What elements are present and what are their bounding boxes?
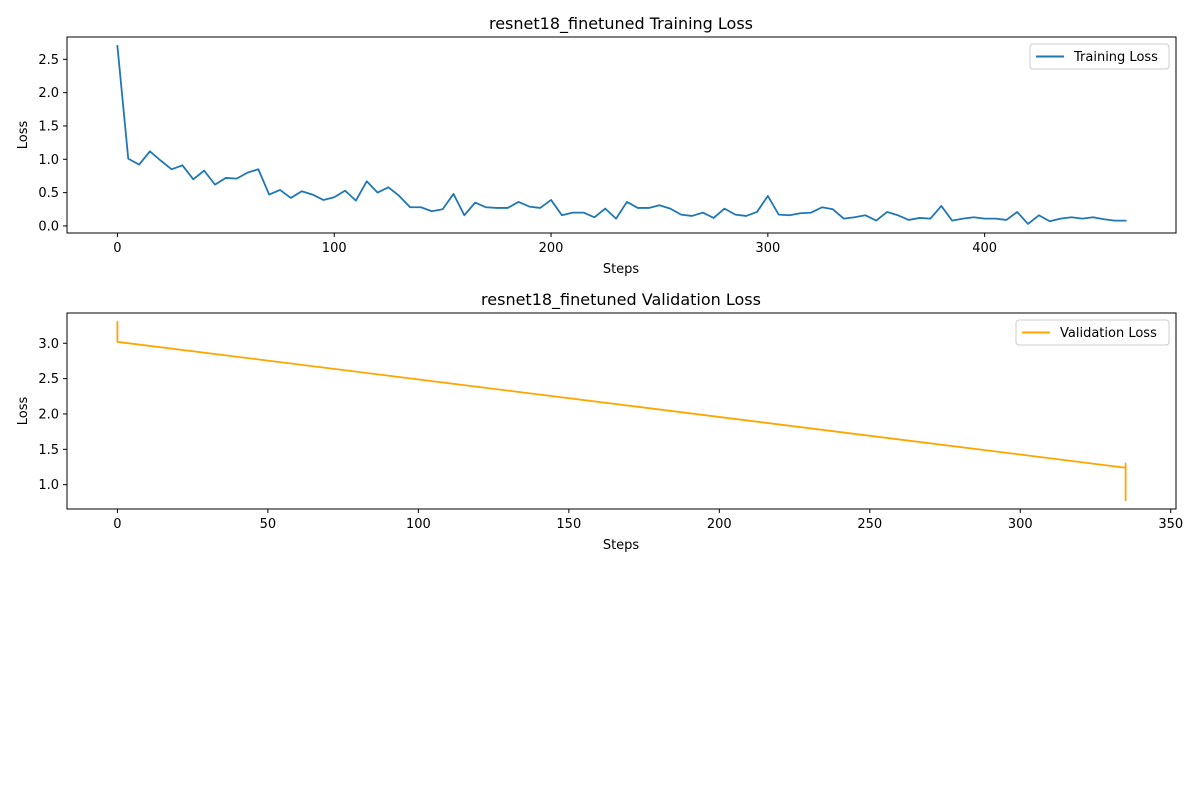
training-y-tick-label: 1.0: [38, 153, 59, 168]
validation-x-tick-label: 0: [113, 517, 121, 532]
training-y-axis-label: Loss: [16, 121, 31, 150]
training-y-tick-label: 0.0: [38, 219, 59, 234]
validation-legend-label: Validation Loss: [1060, 326, 1157, 341]
validation-y-axis-label: Loss: [16, 397, 31, 426]
validation-x-tick-label: 100: [406, 517, 431, 532]
validation-y-tick-label: 2.0: [38, 407, 59, 422]
validation-loss-line: [116, 321, 1127, 502]
validation-x-tick-label: 150: [556, 517, 581, 532]
training-x-tick-label: 0: [113, 241, 121, 256]
validation-plot-area: 0 50 100 150 200 250 300 350 1.0 1.5 2.0 2.5 3.0: [38, 312, 1183, 532]
validation-y-tick-label: 1.0: [38, 478, 59, 493]
validation-x-axis-label: Steps: [603, 538, 640, 553]
validation-x-tick-label: 250: [857, 517, 882, 532]
validation-x-tick-label: 200: [707, 517, 732, 532]
training-x-axis-label: Steps: [603, 262, 640, 277]
validation-x-tick-label: 300: [1008, 517, 1033, 532]
training-x-tick-label: 200: [539, 241, 564, 256]
training-y-tick-label: 2.0: [38, 86, 59, 101]
training-y-tick-label: 0.5: [38, 186, 59, 201]
validation-chart-title: resnet18_finetuned Validation Loss: [481, 290, 761, 310]
training-legend-box: [1029, 43, 1170, 70]
training-x-tick-label: 400: [972, 241, 997, 256]
training-loss-panel: resnet18_finetuned Training Loss Steps L…: [16, 14, 1177, 277]
validation-y-tick-label: 3.0: [38, 337, 59, 352]
training-axes-frame: [66, 36, 1177, 234]
training-loss-line: [116, 45, 1127, 225]
validation-y-tick-label: 2.5: [38, 372, 59, 387]
training-legend: Training Loss: [1029, 43, 1170, 70]
validation-y-tick-label: 1.5: [38, 443, 59, 458]
training-plot-area: 0 100 200 300 400 0.0 0.5 1.0 1.5 2.0 2.5: [38, 36, 1177, 256]
validation-loss-panel: resnet18_finetuned Validation Loss Steps…: [16, 290, 1183, 553]
training-x-tick-label: 300: [755, 241, 780, 256]
training-legend-label: Training Loss: [1073, 50, 1158, 65]
validation-legend: Validation Loss: [1015, 319, 1170, 346]
validation-x-tick-label: 50: [260, 517, 277, 532]
training-y-tick-label: 2.5: [38, 53, 59, 68]
validation-axes-frame: [66, 312, 1177, 510]
training-y-tick-label: 1.5: [38, 119, 59, 134]
training-chart-title: resnet18_finetuned Training Loss: [489, 14, 753, 34]
validation-legend-box: [1015, 319, 1170, 346]
training-x-tick-label: 100: [322, 241, 347, 256]
validation-x-tick-label: 350: [1158, 517, 1183, 532]
